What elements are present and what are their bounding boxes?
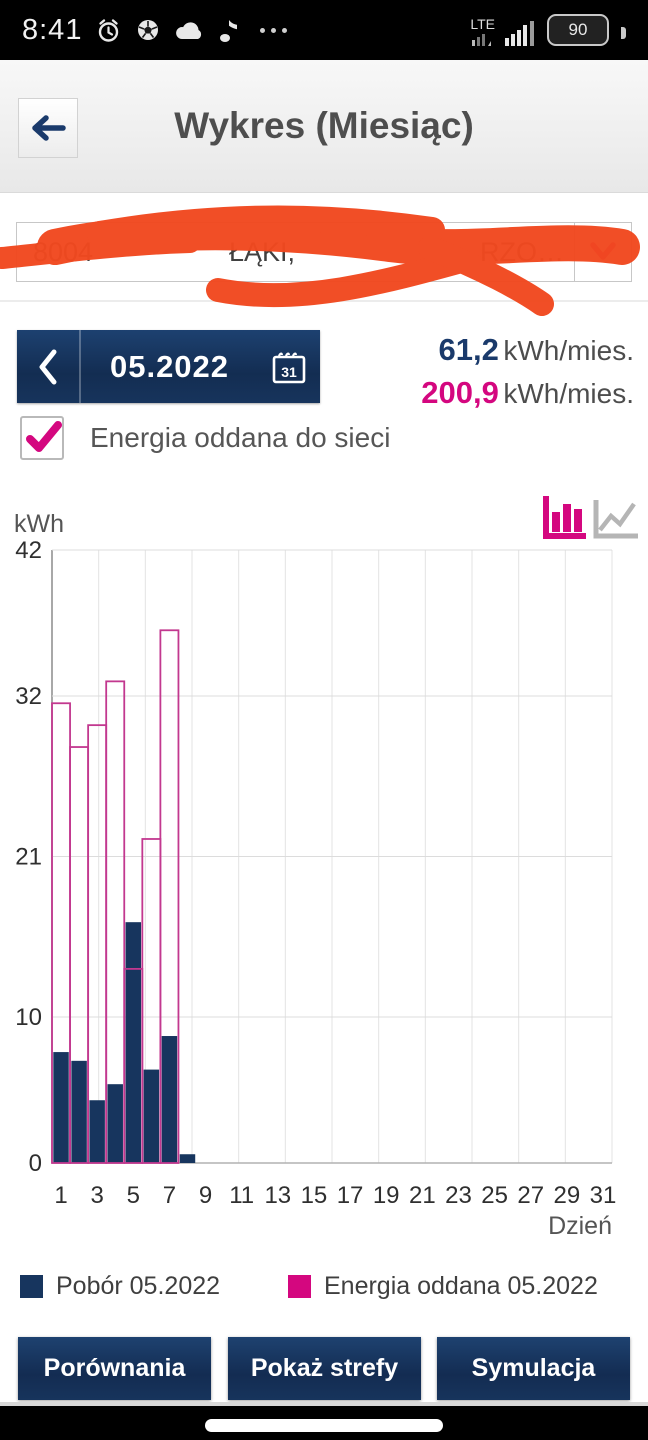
legend-label: Pobór 05.2022: [56, 1272, 221, 1300]
y-axis-title: kWh: [14, 510, 64, 538]
previous-month-button[interactable]: [17, 330, 79, 403]
svg-text:17: 17: [337, 1182, 364, 1209]
svg-text:5: 5: [127, 1182, 140, 1209]
home-indicator[interactable]: [205, 1419, 443, 1432]
legend-swatch-magenta: [288, 1275, 311, 1298]
svg-text:19: 19: [373, 1182, 400, 1209]
legend-item-feed-in: Energia oddana 05.2022: [288, 1272, 598, 1301]
clock-time: 8:41: [22, 13, 83, 46]
feed-in-total: 200,9 kWh/mies.: [421, 374, 634, 417]
consumption-unit: kWh/mies.: [503, 335, 634, 366]
divider: [79, 330, 81, 403]
svg-text:21: 21: [409, 1182, 436, 1209]
meter-text-fragment: ŁĄKI,: [229, 237, 296, 267]
svg-text:1: 1: [54, 1182, 67, 1209]
back-arrow-icon: [32, 115, 66, 141]
svg-text:29: 29: [553, 1182, 580, 1209]
chart-legend: Pobór 05.2022 Energia oddana 05.2022: [0, 1272, 648, 1306]
alarm-icon: [95, 17, 122, 44]
bottom-divider: [0, 1402, 648, 1406]
comparisons-button[interactable]: Porównania: [18, 1337, 211, 1400]
meter-selector-value: 8004 ŁĄKI, RZO…: [17, 223, 574, 281]
cloud-icon: [174, 19, 204, 41]
svg-text:7: 7: [163, 1182, 176, 1209]
meter-text-fragment: 8004: [33, 237, 94, 267]
battery-icon: 90: [547, 14, 609, 46]
show-zones-button[interactable]: Pokaż strefy: [228, 1337, 421, 1400]
more-notifications-icon: [260, 27, 288, 33]
battery-nub: [621, 27, 626, 39]
feed-in-checkbox-label: Energia oddana do sieci: [90, 422, 391, 453]
meter-text-fragment: RZO…: [480, 237, 564, 267]
svg-text:0: 0: [29, 1150, 42, 1177]
svg-text:13: 13: [264, 1182, 291, 1209]
legend-label: Energia oddana 05.2022: [324, 1272, 598, 1300]
battery-percent: 90: [568, 20, 588, 39]
signal-bars-icon: [505, 20, 537, 46]
calendar-button[interactable]: 31: [258, 348, 320, 386]
dropdown-chevron-button[interactable]: [574, 223, 631, 281]
x-axis-title: Dzień: [548, 1212, 612, 1240]
period-selector[interactable]: 05.2022 31: [17, 330, 320, 403]
feed-in-checkbox[interactable]: [20, 416, 64, 460]
svg-text:15: 15: [301, 1182, 328, 1209]
svg-text:31: 31: [281, 364, 297, 380]
sim2-signal-icon: LTE: [470, 17, 495, 46]
chart-type-toggle: [538, 492, 640, 542]
line-chart-icon[interactable]: [590, 492, 640, 542]
svg-text:11: 11: [229, 1182, 254, 1209]
legend-swatch-navy: [20, 1275, 43, 1298]
feed-in-unit: kWh/mies.: [503, 378, 634, 409]
back-button[interactable]: [18, 98, 78, 158]
legend-item-consumption: Pobór 05.2022: [20, 1272, 220, 1301]
page-title: Wykres (Miesiąc): [174, 105, 474, 146]
system-nav-bar: [0, 1406, 648, 1440]
consumption-value: 61,2: [438, 332, 499, 367]
chevron-down-icon: [590, 242, 616, 260]
chevron-left-icon: [39, 349, 57, 384]
network-type-label: LTE: [470, 16, 495, 32]
meter-selector-dropdown[interactable]: 8004 ŁĄKI, RZO…: [16, 222, 632, 282]
music-note-icon: [217, 17, 241, 43]
consumption-total: 61,2 kWh/mies.: [421, 331, 634, 374]
svg-text:25: 25: [481, 1182, 508, 1209]
monthly-summary: 61,2 kWh/mies. 200,9 kWh/mies.: [421, 331, 634, 417]
bar-chart-icon[interactable]: [538, 492, 590, 542]
svg-text:32: 32: [15, 683, 42, 710]
svg-text:21: 21: [15, 844, 42, 871]
page-header: Wykres (Miesiąc): [0, 60, 648, 193]
section-divider: [0, 300, 648, 302]
feed-in-value: 200,9: [421, 375, 499, 410]
checkmark-icon: [26, 421, 62, 452]
svg-text:10: 10: [15, 1004, 42, 1031]
chart-section: kWh 0 10 21 32 42 1 3 5 7 9 11 13 15 17 19 21 23 25 27 29 31…: [0, 490, 648, 1250]
simulation-button[interactable]: Symulacja: [437, 1337, 630, 1400]
feed-in-filter[interactable]: Energia oddana do sieci: [20, 416, 390, 460]
svg-text:23: 23: [445, 1182, 472, 1209]
soccer-ball-icon: [135, 17, 161, 43]
svg-text:27: 27: [517, 1182, 544, 1209]
svg-text:42: 42: [15, 537, 42, 564]
svg-text:3: 3: [90, 1182, 103, 1209]
status-bar: 8:41 LTE 90: [0, 0, 648, 60]
svg-text:9: 9: [199, 1182, 212, 1209]
action-buttons: Porównania Pokaż strefy Symulacja: [0, 1337, 648, 1400]
calendar-icon: 31: [272, 352, 306, 383]
svg-text:31: 31: [590, 1182, 617, 1209]
period-value: 05.2022: [109, 348, 230, 384]
